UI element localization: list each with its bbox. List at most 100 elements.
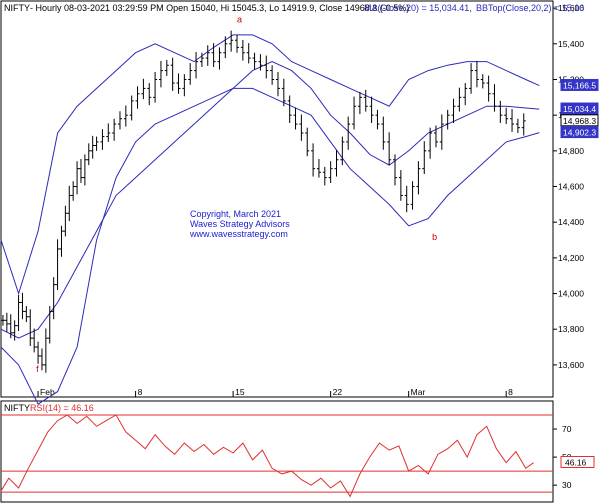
- ohlc-bar: [43, 328, 48, 373]
- wave-label: f: [36, 364, 39, 374]
- ohlc-bar: [229, 30, 234, 52]
- series-line: [0, 34, 540, 296]
- header-bb-label: BBTop(Close,20,2) = 15,16: [476, 3, 584, 13]
- ohlc-bar: [416, 161, 421, 195]
- header-info: - Hourly 08-03-2021 03:29:59 PM Open 150…: [30, 3, 409, 13]
- ohlc-bar: [439, 114, 444, 150]
- price-badge: 14,902.3: [560, 126, 599, 139]
- ohlc-bar: [445, 109, 450, 130]
- ohlc-bar: [135, 86, 140, 109]
- ohlc-bar: [117, 111, 122, 130]
- ohlc-bar: [275, 71, 280, 97]
- ohlc-bar: [20, 292, 25, 320]
- ohlc-bar: [59, 225, 64, 257]
- ohlc-bar: [246, 43, 251, 64]
- ohlc-bar: [492, 84, 497, 112]
- ohlc-bar: [270, 65, 275, 85]
- ohlc-bar: [428, 127, 433, 159]
- ohlc-bar: [176, 73, 181, 94]
- price-y-tick-label: 13,800: [558, 324, 584, 334]
- price-x-axis: Feb 8 15 22 Mar 8: [37, 387, 513, 397]
- price-y-tick-label: 15,400: [558, 39, 584, 49]
- ohlc-bar: [486, 75, 491, 102]
- ohlc-bar: [346, 116, 351, 150]
- ohlc-bar: [504, 107, 509, 125]
- ohlc-bar: [211, 43, 216, 67]
- price-y-tick-label: 14,800: [558, 146, 584, 156]
- bollinger-bands: [0, 34, 540, 405]
- ohlc-bar: [94, 136, 99, 151]
- ohlc-bar: [194, 52, 199, 79]
- ohlc-bar: [433, 125, 438, 148]
- ohlc-bar: [164, 59, 169, 76]
- ohlc-bar: [0, 314, 5, 326]
- ohlc-bar: [498, 100, 503, 124]
- ohlc-bar: [8, 314, 13, 339]
- watermark-line3: www.wavesstrategy.com: [189, 229, 288, 239]
- ohlc-bar: [86, 143, 91, 166]
- ohlc-bar: [205, 45, 210, 66]
- ohlc-bar: [199, 52, 204, 67]
- rsi-symbol: NIFTY: [4, 403, 30, 413]
- rsi-line-layer: 46.16: [0, 414, 595, 498]
- ohlc-bar: [223, 36, 228, 59]
- price-y-tick-label: 14,000: [558, 289, 584, 299]
- ohlc-bar: [375, 109, 380, 130]
- ohlc-bar: [422, 141, 427, 175]
- ohlc-bar: [153, 71, 158, 103]
- ohlc-bar: [363, 89, 368, 112]
- price-y-tick-label: 14,200: [558, 253, 584, 263]
- ohlc-bar: [24, 306, 29, 323]
- ohlc-bar: [141, 78, 146, 100]
- rsi-badge: 46.16: [560, 455, 595, 468]
- ohlc-bar: [469, 63, 474, 94]
- ohlc-bar: [71, 181, 76, 201]
- ohlc-bar: [311, 143, 316, 177]
- ohlc-bar: [258, 54, 263, 71]
- header-ma-label: MA(Close,20) = 15,034.41,: [364, 3, 472, 13]
- ohlc-bar: [36, 341, 41, 364]
- ohlc-bar: [55, 239, 60, 290]
- ohlc-bar: [398, 170, 403, 201]
- ohlc-bar: [158, 60, 163, 88]
- ohlc-bar: [328, 161, 333, 183]
- wave-annotations: a b f: [36, 14, 437, 374]
- ohlc-bar: [334, 150, 339, 177]
- svg-text:14,968.3: 14,968.3: [563, 116, 596, 126]
- ohlc-bar: [39, 348, 44, 371]
- wave-label: b: [432, 232, 437, 242]
- ohlc-bar: [463, 83, 468, 106]
- ohlc-bar: [16, 294, 21, 331]
- svg-text:14,902.3: 14,902.3: [563, 128, 596, 138]
- rsi-label: RSI(14) = 46.16: [30, 403, 94, 413]
- x-tick-label: 8: [508, 387, 513, 397]
- header-symbol: NIFTY: [4, 3, 30, 13]
- ohlc-bar: [264, 55, 269, 79]
- ohlc-bar: [387, 132, 392, 166]
- svg-text:46.16: 46.16: [565, 457, 587, 467]
- ohlc-bar: [75, 161, 80, 195]
- ohlc-bar: [240, 39, 245, 61]
- ohlc-bar: [188, 63, 193, 85]
- ohlc-bar: [51, 277, 56, 320]
- ohlc-bar: [316, 159, 321, 178]
- wave-label: a: [237, 14, 242, 24]
- ohlc-bar: [100, 129, 105, 150]
- ohlc-bar: [340, 136, 345, 166]
- price-badge: 15,166.5: [560, 78, 599, 91]
- ohlc-bar: [322, 166, 327, 186]
- ohlc-bar: [78, 159, 83, 183]
- ohlc-bar: [28, 309, 33, 346]
- rsi-y-tick-label: 30: [562, 480, 572, 490]
- ohlc-bar: [147, 83, 152, 106]
- price-y-tick-label: 14,400: [558, 217, 584, 227]
- ohlc-bar: [451, 98, 456, 124]
- price-y-tick-label: 14,600: [558, 182, 584, 192]
- ohlc-bar: [47, 306, 52, 344]
- watermark-line2: Waves Strategy Advisors: [190, 219, 290, 229]
- price-badge: 15,034.4: [560, 102, 599, 115]
- ohlc-bar: [480, 74, 485, 89]
- price-panel-frame: [0, 0, 554, 398]
- x-tick-label: Mar: [411, 387, 426, 397]
